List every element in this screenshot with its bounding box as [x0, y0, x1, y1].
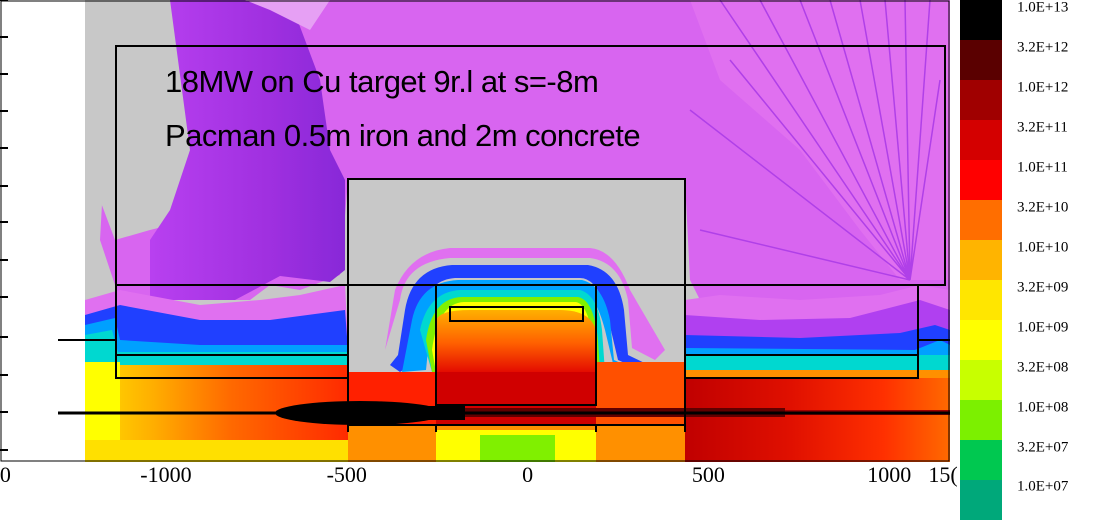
x-tick-label: -500 — [326, 462, 367, 487]
colorbar-swatch — [960, 400, 1002, 440]
outline-lower-box — [435, 424, 597, 432]
dose-map-plot: 18MW on Cu target 9r.l at s=-8m Pacman 0… — [0, 0, 950, 462]
region-layer-pacman — [348, 180, 685, 420]
x-tick-label: -1500 — [0, 462, 11, 487]
shield-outlines — [58, 45, 950, 432]
region-layer-streaks — [689, 0, 941, 281]
dose-map-svg — [0, 0, 950, 462]
region-purple-upper-left — [150, 0, 345, 300]
plot-frame — [0, 0, 950, 462]
colorbar-swatch — [960, 0, 1002, 40]
x-tick-label: 500 — [691, 462, 725, 487]
region-lightmagenta-top — [245, 0, 330, 30]
colorbar-label: 1.0E+11 — [1017, 159, 1068, 176]
region-beam-right-top — [685, 370, 950, 378]
colorbar-legend: 1.0E+13 3.2E+12 1.0E+12 3.2E+11 1.0E+11 3.2E+… — [960, 0, 1113, 520]
x-tick-label: 1000 — [867, 462, 912, 487]
x-tick-label: 15( — [928, 462, 958, 487]
outline-target — [449, 306, 584, 322]
outline-side-walls — [115, 285, 919, 379]
region-beam-left-bottom — [85, 440, 348, 462]
frame-ticks — [0, 0, 950, 462]
colorbar-swatch — [960, 160, 1002, 200]
colorbar-label: 3.2E+07 — [1017, 439, 1069, 456]
colorbar-label: 1.0E+07 — [1017, 478, 1069, 495]
colorbar-label: 1.0E+12 — [1017, 79, 1069, 96]
colorbar-label: 3.2E+12 — [1017, 39, 1069, 56]
region-magenta-pacman-ring — [385, 248, 665, 360]
colorbar-label: 1.0E+13 — [1017, 0, 1069, 16]
colorbar-label: 1.0E+08 — [1017, 399, 1069, 416]
region-beam-right — [685, 378, 950, 462]
colorbar-swatch — [960, 320, 1002, 360]
colorbar-label: 1.0E+09 — [1017, 319, 1069, 336]
neutron-streaks — [689, 0, 941, 281]
region-gray-pacman-top — [348, 180, 685, 350]
colorbar-swatch — [960, 280, 1002, 320]
colorbar-label: 3.2E+10 — [1017, 199, 1069, 216]
colorbar-label: 1.0E+10 — [1017, 239, 1069, 256]
outline-inner-iron — [435, 284, 597, 406]
region-layer-top — [95, 0, 950, 300]
x-tick-label: 0 — [522, 462, 534, 487]
colorbar-label: 3.2E+09 — [1017, 279, 1069, 296]
colorbar-swatch — [960, 440, 1002, 480]
colorbar-label: 3.2E+11 — [1017, 119, 1068, 136]
colorbar-swatch — [960, 360, 1002, 400]
outline-pacman-walls — [347, 285, 686, 432]
annotation-line-1: 18MW on Cu target 9r.l at s=-8m — [165, 64, 599, 99]
colorbar-swatch — [960, 200, 1002, 240]
colorbar-label: 3.2E+08 — [1017, 359, 1069, 376]
colorbar-swatch — [960, 480, 1002, 520]
colorbar-swatch — [960, 240, 1002, 280]
colorbar-swatch — [960, 80, 1002, 120]
colorbar-swatch — [960, 120, 1002, 160]
region-white-left — [0, 0, 85, 462]
annotation-line-2: Pacman 0.5m iron and 2m concrete — [165, 118, 641, 153]
colorbar-swatch — [960, 40, 1002, 80]
x-tick-label: -1000 — [140, 462, 192, 487]
region-beam-bottom-green — [480, 435, 555, 462]
region-magenta-upper-right — [690, 0, 950, 280]
